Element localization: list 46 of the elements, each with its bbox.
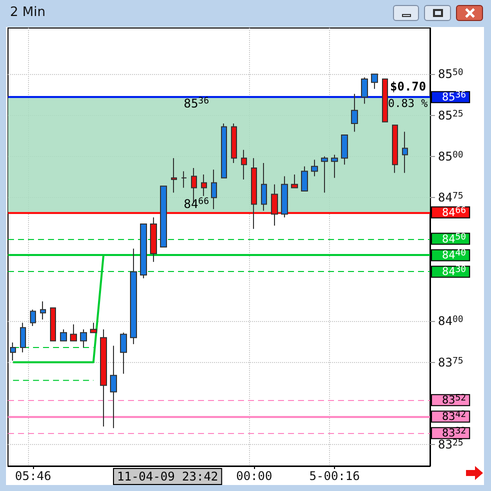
candlestick: [231, 123, 237, 164]
candlestick: [331, 154, 338, 178]
chart-title: 2 Min: [10, 5, 46, 20]
candlestick: [371, 74, 378, 90]
candlestick: [321, 156, 328, 194]
candlestick: [110, 345, 117, 429]
candlestick: [40, 300, 46, 320]
candlestick: [221, 123, 227, 178]
candlestick: [130, 248, 137, 345]
candlestick: [281, 176, 288, 218]
text: 11-04-09 23:42: [117, 470, 218, 484]
x-tick-label: 05:46: [15, 469, 52, 483]
candlestick: [150, 216, 157, 262]
annotation: $0.70: [390, 80, 426, 94]
candlestick: [80, 328, 87, 348]
candlestick: [301, 166, 308, 192]
candlestick: [201, 174, 207, 196]
candlestick: [361, 76, 368, 104]
candlestick: [50, 307, 56, 342]
candlestick: [341, 134, 348, 166]
candlestick: [311, 159, 318, 177]
candlestick: [70, 324, 77, 342]
annotation: 0.83 %: [388, 97, 428, 110]
candlestick: [351, 93, 358, 132]
candlestick: [382, 78, 388, 122]
candlestick: [20, 322, 26, 353]
candlestick: [392, 124, 398, 174]
candlestick: [160, 186, 167, 248]
candlestick: [402, 131, 408, 174]
candlestick: [181, 170, 187, 188]
candlestick: [90, 322, 97, 334]
candlestick: [10, 342, 16, 362]
x-tick-label: 00:00: [236, 469, 272, 483]
candlestick: [120, 332, 127, 374]
candlestick: [140, 223, 147, 279]
candlestick: [171, 158, 177, 194]
candlestick: [211, 169, 217, 210]
candlestick: [100, 328, 107, 427]
candlestick: [251, 158, 257, 230]
candlestick: [30, 309, 36, 327]
candlestick: [60, 328, 67, 342]
candlestick: [271, 184, 278, 226]
candlestick: [241, 149, 247, 180]
candlestick: [291, 174, 298, 188]
x-tick-label: 5-00:16: [309, 469, 360, 483]
candlestick: [261, 162, 267, 212]
